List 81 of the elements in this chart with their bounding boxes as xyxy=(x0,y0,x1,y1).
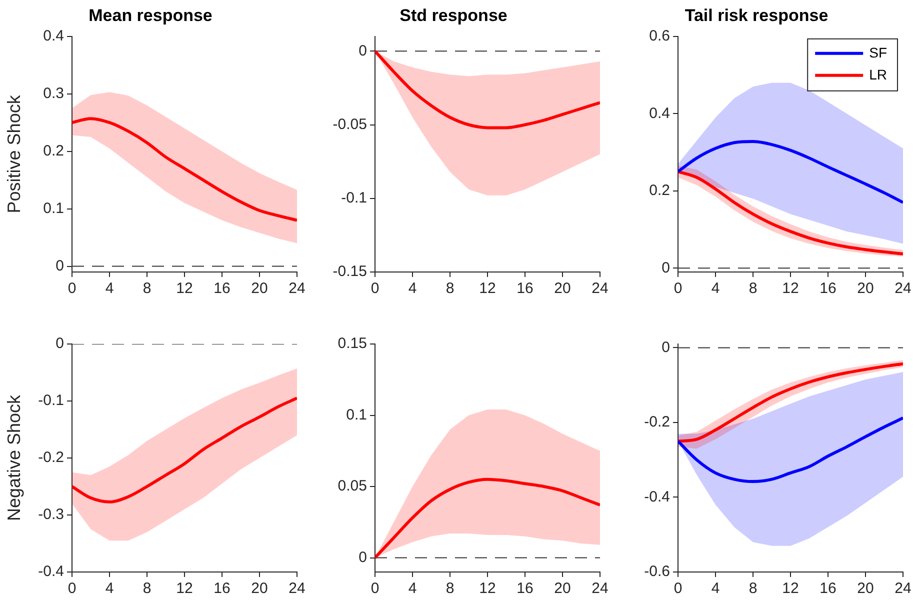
x-tick-label: 0 xyxy=(68,580,76,598)
x-tick-label: 16 xyxy=(516,580,534,598)
y-axis-title: Positive Shock xyxy=(4,94,24,214)
x-tick-label: 0 xyxy=(674,580,682,598)
y-tick-label: 0.2 xyxy=(43,142,64,160)
x-tick-label: 20 xyxy=(554,280,571,298)
y-tick-label: 0 xyxy=(358,548,367,566)
x-tick-label: 20 xyxy=(251,580,268,598)
line-series xyxy=(678,140,903,204)
x-tick-label: 24 xyxy=(592,280,608,298)
x-tick-label: 12 xyxy=(479,580,496,598)
chart-title: Mean response xyxy=(88,6,212,25)
y-tick-label: -0.2 xyxy=(644,414,670,431)
x-tick-label: 4 xyxy=(711,280,720,298)
y-tick-label: -0.3 xyxy=(38,506,64,524)
y-tick-label: -0.4 xyxy=(644,488,670,506)
y-tick-label: 0 xyxy=(358,42,367,60)
x-tick-label: 4 xyxy=(105,580,114,598)
x-tick-label: 4 xyxy=(105,280,114,298)
y-tick-label: -0.05 xyxy=(332,116,367,133)
x-tick-label: 12 xyxy=(479,280,496,298)
x-tick-label: 20 xyxy=(857,580,874,598)
y-tick-label: 0 xyxy=(662,259,670,276)
y-tick-label: -0.2 xyxy=(38,449,64,466)
x-tick-label: 24 xyxy=(288,280,306,298)
legend-label: SF xyxy=(869,44,887,60)
line-series xyxy=(678,416,903,484)
y-tick-label: -0.6 xyxy=(644,563,670,580)
x-tick-label: 12 xyxy=(782,580,799,598)
x-tick-label: 20 xyxy=(554,580,571,598)
legend-label: LR xyxy=(869,66,888,82)
x-tick-label: 12 xyxy=(176,280,193,298)
y-axis-title: Negative Shock xyxy=(4,394,24,522)
x-tick-label: 24 xyxy=(894,580,912,598)
x-tick-label: 4 xyxy=(408,580,417,598)
y-tick-label: 0.4 xyxy=(649,104,670,122)
y-tick-label: 0.15 xyxy=(338,335,367,352)
y-tick-label: -0.1 xyxy=(341,190,367,207)
y-tick-label: 0.05 xyxy=(338,478,367,495)
x-tick-label: 4 xyxy=(711,580,720,598)
x-tick-label: 0 xyxy=(68,280,76,298)
x-tick-label: 16 xyxy=(214,580,230,598)
y-tick-label: 0.1 xyxy=(346,406,367,424)
x-tick-label: 16 xyxy=(820,280,836,298)
x-tick-label: 8 xyxy=(748,280,758,298)
x-tick-label: 16 xyxy=(516,280,534,298)
line-series xyxy=(375,50,600,130)
x-tick-label: 16 xyxy=(214,280,230,298)
y-tick-label: 0 xyxy=(662,338,670,356)
y-tick-label: -0.15 xyxy=(332,263,367,280)
x-tick-label: 24 xyxy=(288,580,306,598)
chart-title: Tail risk response xyxy=(684,6,828,25)
y-tick-label: 0.6 xyxy=(649,28,670,45)
y-tick-label: -0.4 xyxy=(38,563,64,580)
y-tick-label: 0.2 xyxy=(649,182,670,200)
x-tick-label: 8 xyxy=(748,580,758,598)
x-tick-label: 24 xyxy=(592,580,608,598)
x-tick-label: 20 xyxy=(857,280,874,298)
line-series xyxy=(375,478,600,560)
x-tick-label: 0 xyxy=(674,280,682,298)
x-tick-label: 12 xyxy=(782,280,799,298)
x-tick-label: 12 xyxy=(176,580,193,598)
x-tick-label: 24 xyxy=(894,280,912,298)
x-tick-label: 8 xyxy=(446,580,454,598)
y-tick-label: 0.1 xyxy=(43,200,64,217)
x-tick-label: 0 xyxy=(370,580,380,598)
y-tick-label: 0.4 xyxy=(43,28,64,45)
y-tick-label: 0.3 xyxy=(43,85,64,102)
y-tick-label: 0 xyxy=(56,257,64,274)
line-series xyxy=(72,396,297,504)
x-tick-label: 4 xyxy=(408,280,417,298)
x-tick-label: 20 xyxy=(251,280,268,298)
y-tick-label: 0 xyxy=(56,335,64,352)
x-tick-label: 8 xyxy=(142,280,152,298)
x-tick-label: 16 xyxy=(820,580,836,598)
y-tick-label: -0.1 xyxy=(38,392,64,410)
x-tick-label: 8 xyxy=(446,280,454,298)
x-tick-label: 0 xyxy=(370,280,380,298)
x-tick-label: 8 xyxy=(142,580,152,598)
line-series xyxy=(72,117,297,222)
chart-title: Std response xyxy=(400,6,508,25)
